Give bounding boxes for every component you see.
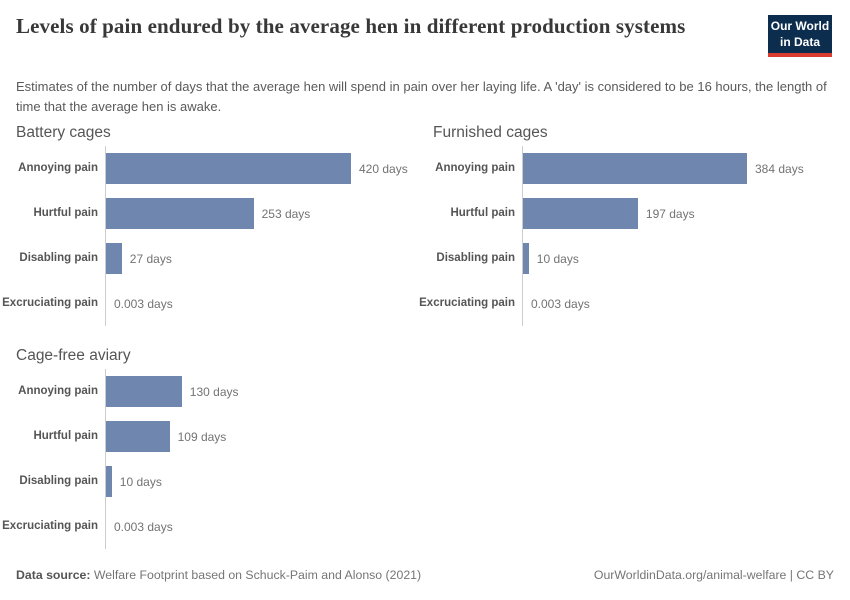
panel-title: Battery cages xyxy=(16,124,111,141)
category-labels: Annoying pain Hurtful pain Disabling pain E… xyxy=(419,146,522,326)
category-label: Hurtful pain xyxy=(450,207,515,220)
bars-area: 420 days 253 days 27 days 0.003 days xyxy=(105,146,416,326)
category-labels: Annoying pain Hurtful pain Disabling pain E… xyxy=(2,369,105,549)
bar xyxy=(523,153,747,184)
category-label: Hurtful pain xyxy=(33,430,98,443)
value-label: 0.003 days xyxy=(531,296,590,311)
category-label: Excruciating pain xyxy=(2,297,98,310)
panel-title: Furnished cages xyxy=(433,124,548,141)
bar xyxy=(523,243,529,274)
chart-row: 109 days xyxy=(106,414,416,459)
bar xyxy=(106,466,112,497)
value-label: 253 days xyxy=(261,206,311,221)
panel-title: Cage-free aviary xyxy=(16,347,131,364)
category-label: Annoying pain xyxy=(18,162,98,175)
panel-cage-free-aviary: Cage-free aviary Annoying pain Hurtful pa… xyxy=(2,345,416,549)
panel-battery-cages: Battery cages Annoying pain Hurtful pain D… xyxy=(2,122,416,326)
chart-row: 0.003 days xyxy=(106,504,416,549)
chart-row: 0.003 days xyxy=(523,281,833,326)
bar xyxy=(106,198,254,229)
owid-logo-line1: Our World xyxy=(770,19,830,33)
owid-logo: Our World in Data xyxy=(768,15,832,58)
value-label: 10 days xyxy=(536,251,579,266)
bar xyxy=(106,376,182,407)
value-label: 384 days xyxy=(755,161,804,176)
chart-row: 130 days xyxy=(106,369,416,414)
category-label: Annoying pain xyxy=(435,162,515,175)
panel-chart: Annoying pain Hurtful pain Disabling pain E… xyxy=(2,369,416,549)
data-source-text: Welfare Footprint based on Schuck-Paim a… xyxy=(90,568,422,582)
chart-row: 384 days xyxy=(523,146,833,191)
bars-area: 130 days 109 days 10 days 0.003 days xyxy=(105,369,416,549)
chart-row: 0.003 days xyxy=(106,281,416,326)
panel-furnished-cages: Furnished cages Annoying pain Hurtful pai… xyxy=(419,122,833,326)
chart-row: 10 days xyxy=(523,236,833,281)
owid-logo-line2: in Data xyxy=(779,34,820,49)
category-label: Hurtful pain xyxy=(33,207,98,220)
chart-footer: Data source: Welfare Footprint based on … xyxy=(16,567,834,584)
bar xyxy=(523,198,638,229)
chart-row: 197 days xyxy=(523,191,833,236)
license-url: OurWorldinData.org/animal-welfare | CC B… xyxy=(593,568,834,582)
value-label: 0.003 days xyxy=(114,296,173,311)
category-label: Excruciating pain xyxy=(2,520,98,533)
panel-chart: Annoying pain Hurtful pain Disabling pain E… xyxy=(419,146,833,326)
page-title: Levels of pain endured by the average he… xyxy=(16,14,686,38)
bars-area: 384 days 197 days 10 days 0.003 days xyxy=(522,146,833,326)
category-label: Annoying pain xyxy=(18,385,98,398)
category-label: Disabling pain xyxy=(436,252,515,265)
category-label: Disabling pain xyxy=(19,252,98,265)
data-source-label: Data source: xyxy=(16,568,91,582)
value-label: 420 days xyxy=(359,161,408,176)
chart-row: 420 days xyxy=(106,146,416,191)
value-label: 0.003 days xyxy=(114,519,173,534)
chart-row: 27 days xyxy=(106,236,416,281)
bar xyxy=(106,421,170,452)
data-source: Data source: Welfare Footprint based on … xyxy=(16,567,421,584)
bar xyxy=(106,153,351,184)
chart-row: 253 days xyxy=(106,191,416,236)
category-label: Disabling pain xyxy=(19,475,98,488)
chart-row: 10 days xyxy=(106,459,416,504)
value-label: 109 days xyxy=(177,429,227,444)
category-labels: Annoying pain Hurtful pain Disabling pain E… xyxy=(2,146,105,326)
value-label: 130 days xyxy=(189,384,239,399)
value-label: 197 days xyxy=(645,206,695,221)
panel-chart: Annoying pain Hurtful pain Disabling pain E… xyxy=(2,146,416,326)
value-label: 10 days xyxy=(119,474,162,489)
category-label: Excruciating pain xyxy=(419,297,515,310)
bar xyxy=(106,243,122,274)
chart-subtitle: Estimates of the number of days that the… xyxy=(16,79,827,115)
value-label: 27 days xyxy=(129,251,172,266)
